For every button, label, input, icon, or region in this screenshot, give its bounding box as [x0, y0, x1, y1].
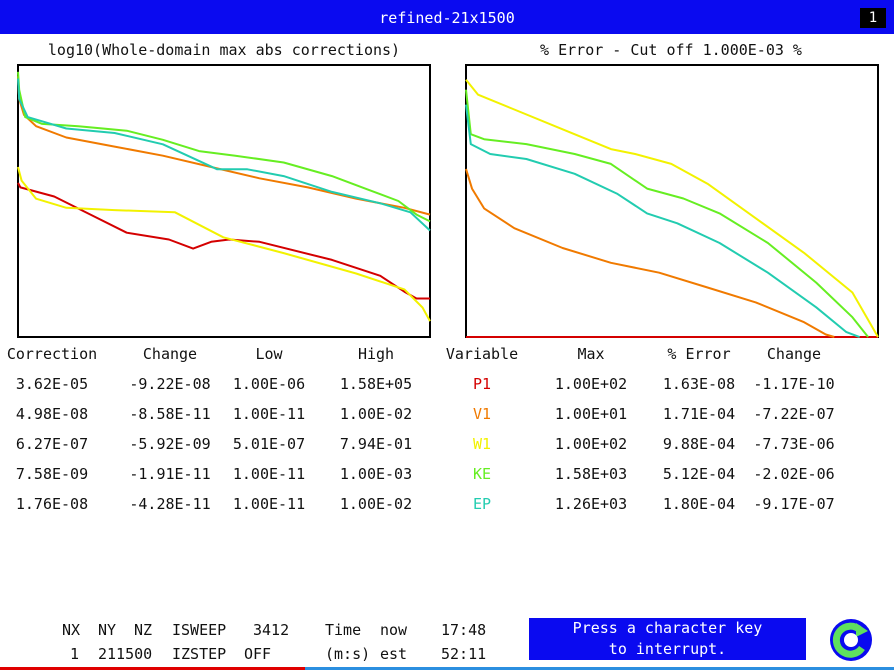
left-table-cell: 5.01E-07 — [232, 435, 306, 453]
left-table-cell: 1.00E-06 — [232, 375, 306, 393]
chart-frame — [465, 64, 879, 338]
right-table-cell: -1.17E-10 — [753, 375, 835, 393]
right-table-cell: 1.80E-04 — [662, 495, 736, 513]
chart-frame — [17, 64, 431, 338]
corrections-chart — [17, 64, 431, 338]
left-table-cell: -8.58E-11 — [129, 405, 211, 423]
left-table-cell: 1.00E-11 — [232, 405, 306, 423]
left-table-cell: -1.91E-11 — [129, 465, 211, 483]
left-table-cell: -5.92E-09 — [129, 435, 211, 453]
right-table-cell: 1.58E+03 — [554, 465, 628, 483]
series-line-ke — [465, 89, 869, 338]
left-table-cell: 1.58E+05 — [339, 375, 413, 393]
izstep-value: OFF — [244, 645, 272, 663]
series-line-ke — [17, 71, 431, 223]
variable-name: EP — [472, 495, 492, 513]
series-line-ep — [17, 78, 431, 232]
left-table-cell: 1.76E-08 — [15, 495, 89, 513]
ms-label: (m:s) — [325, 645, 371, 663]
header-correction: Correction — [6, 345, 98, 363]
left-table-cell: 7.94E-01 — [339, 435, 413, 453]
right-table-cell: -7.22E-07 — [753, 405, 835, 423]
right-table-cell: 1.00E+01 — [554, 405, 628, 423]
right-table-cell: -7.73E-06 — [753, 435, 835, 453]
right-table-cell: -2.02E-06 — [753, 465, 835, 483]
left-table-cell: 4.98E-08 — [15, 405, 89, 423]
window-number-badge: 1 — [860, 8, 886, 28]
progress-line-right — [305, 667, 894, 670]
ny-nz-value: 211500 — [98, 645, 153, 663]
interrupt-prompt-line2: to interrupt. — [608, 640, 727, 658]
left-table-cell: -4.28E-11 — [129, 495, 211, 513]
header-low: Low — [255, 345, 283, 363]
now-value: 17:48 — [441, 621, 487, 639]
right-table-cell: 1.00E+02 — [554, 435, 628, 453]
refresh-icon[interactable] — [826, 617, 876, 663]
right-table-cell: 1.63E-08 — [662, 375, 736, 393]
progress-line-left — [0, 667, 305, 670]
window-title: refined-21x1500 — [379, 9, 515, 27]
right-table-cell: 1.26E+03 — [554, 495, 628, 513]
variable-name: V1 — [472, 405, 492, 423]
isweep-label: ISWEEP — [172, 621, 227, 639]
header-change-right: Change — [766, 345, 822, 363]
isweep-value: 3412 — [253, 621, 290, 639]
left-table-cell: 1.00E-03 — [339, 465, 413, 483]
header-max: Max — [577, 345, 605, 363]
header-high: High — [357, 345, 395, 363]
left-table-cell: -9.22E-08 — [129, 375, 211, 393]
left-table-cell: 1.00E-11 — [232, 495, 306, 513]
right-table-cell: -9.17E-07 — [753, 495, 835, 513]
variable-name: P1 — [472, 375, 492, 393]
variable-name: KE — [472, 465, 492, 483]
title-bar: refined-21x1500 1 — [0, 0, 894, 34]
header-variable: Variable — [445, 345, 519, 363]
left-table-cell: 3.62E-05 — [15, 375, 89, 393]
series-line-w1 — [465, 79, 879, 338]
left-chart-title: log10(Whole-domain max abs corrections) — [47, 41, 401, 59]
series-line-ep — [465, 104, 860, 338]
left-table-cell: 1.00E-02 — [339, 405, 413, 423]
header-change: Change — [142, 345, 198, 363]
variable-name: W1 — [472, 435, 492, 453]
nz-label: NZ — [134, 621, 153, 639]
interrupt-prompt-line1: Press a character key — [572, 619, 763, 637]
series-line-w1 — [17, 166, 431, 322]
nx-value: 1 — [70, 645, 80, 663]
percent-error-chart — [465, 64, 879, 338]
interrupt-prompt: Press a character key to interrupt. — [529, 618, 806, 660]
right-chart-title: % Error - Cut off 1.000E-03 % — [540, 41, 802, 59]
time-label: Time — [325, 621, 362, 639]
left-table-cell: 1.00E-11 — [232, 465, 306, 483]
left-table-cell: 1.00E-02 — [339, 495, 413, 513]
left-table-cell: 7.58E-09 — [15, 465, 89, 483]
right-table-cell: 1.00E+02 — [554, 375, 628, 393]
left-table-cell: 6.27E-07 — [15, 435, 89, 453]
nx-label: NX — [62, 621, 81, 639]
series-line-v1 — [465, 168, 835, 338]
right-table-cell: 9.88E-04 — [662, 435, 736, 453]
izstep-label: IZSTEP — [172, 645, 227, 663]
right-table-cell: 5.12E-04 — [662, 465, 736, 483]
now-label: now — [380, 621, 408, 639]
est-label: est — [380, 645, 408, 663]
right-table-cell: 1.71E-04 — [662, 405, 736, 423]
est-value: 52:11 — [441, 645, 487, 663]
header-percent-error: % Error — [667, 345, 731, 363]
ny-label: NY — [98, 621, 117, 639]
